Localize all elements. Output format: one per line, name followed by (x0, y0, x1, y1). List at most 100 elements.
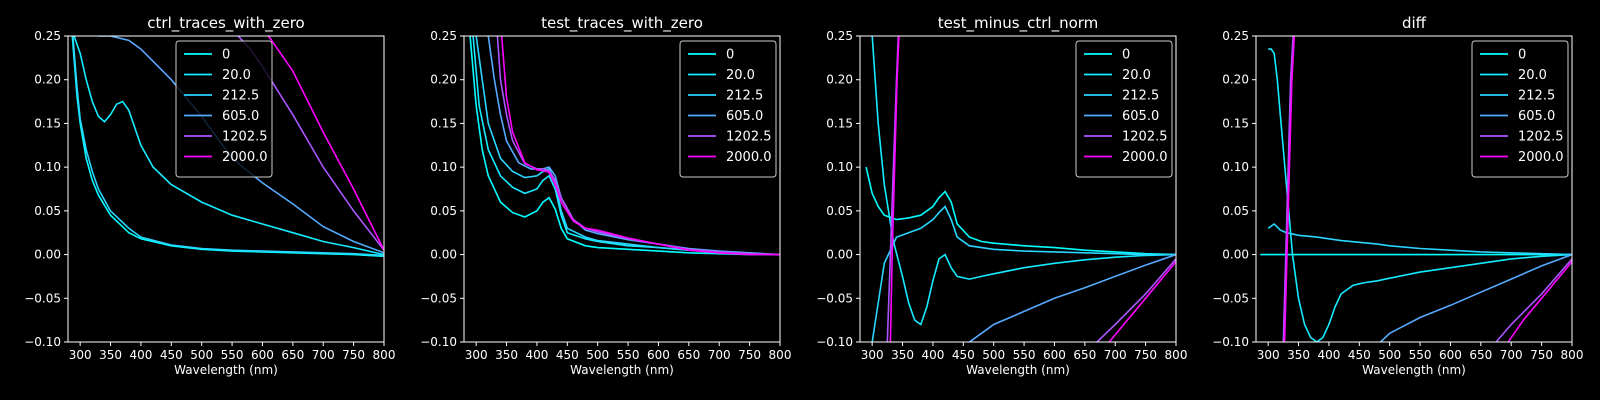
y-tick-label: 0.10 (430, 160, 457, 174)
x-tick-label: 600 (251, 348, 274, 362)
series-line-1202.5 (1495, 258, 1572, 342)
x-tick-label: 300 (69, 348, 92, 362)
y-tick-label: 0.15 (826, 116, 853, 130)
x-tick-label: 550 (1013, 348, 1036, 362)
series-line-212.5 (72, 36, 384, 257)
y-tick-label: −0.10 (24, 335, 61, 349)
chart-panel-2: test_minus_ctrl_norm 300 350 400 450 500 550 60… (816, 14, 1187, 377)
chart-title: ctrl_traces_with_zero (147, 14, 304, 33)
x-tick-label: 600 (647, 348, 670, 362)
y-tick-label: −0.05 (420, 291, 457, 305)
legend-entry: 1202.5 (726, 130, 772, 145)
chart-panel-3: diff 300 350 400 450 500 550 600 650 700 750 800 0.2… (1212, 14, 1583, 377)
legend-entry: 605.0 (222, 109, 259, 124)
x-tick-label: 650 (1073, 348, 1096, 362)
y-tick-label: 0.20 (826, 73, 853, 87)
x-tick-label: 300 (465, 348, 488, 362)
x-tick-label: 300 (1257, 348, 1280, 362)
legend-entry: 2000.0 (222, 150, 268, 165)
x-tick-label: 500 (982, 348, 1005, 362)
x-tick-label: 350 (99, 348, 122, 362)
x-tick-label: 550 (617, 348, 640, 362)
x-tick-label: 800 (373, 348, 396, 362)
legend-entry: 212.5 (222, 89, 259, 104)
x-axis-label: Wavelength (nm) (966, 363, 1070, 377)
x-tick-label: 400 (525, 348, 548, 362)
legend-entry: 0 (1122, 48, 1130, 63)
plot-frame (67, 35, 385, 343)
y-tick-label: 0.15 (1222, 116, 1249, 130)
x-tick-label: 700 (1104, 348, 1127, 362)
x-tick-label: 300 (861, 348, 884, 362)
x-tick-label: 600 (1043, 348, 1066, 362)
y-tick-label: 0.10 (826, 160, 853, 174)
series-line-2000.0 (1507, 261, 1572, 342)
x-tick-label: 800 (1561, 348, 1584, 362)
plot-frame (859, 35, 1177, 343)
x-axis-label: Wavelength (nm) (570, 363, 674, 377)
y-tick-label: 0.00 (826, 248, 853, 262)
y-tick-label: −0.10 (1212, 335, 1249, 349)
y-tick-label: 0.10 (1222, 160, 1249, 174)
series-line-2000.0 (1108, 261, 1176, 342)
y-tick-label: 0.20 (1222, 73, 1249, 87)
x-tick-label: 550 (1409, 348, 1432, 362)
chart-title: test_minus_ctrl_norm (938, 14, 1099, 33)
chart-title: diff (1402, 14, 1427, 32)
x-tick-label: 450 (160, 348, 183, 362)
x-tick-label: 450 (556, 348, 579, 362)
legend: 0 20.0 212.5 605.0 1202.5 2000.0 (1471, 40, 1569, 178)
x-tick-label: 400 (921, 348, 944, 362)
y-tick-label: −0.05 (816, 291, 853, 305)
legend: 0 20.0 212.5 605.0 1202.5 2000.0 (1075, 40, 1173, 178)
legend-entry: 2000.0 (1122, 150, 1168, 165)
legend: 0 20.0 212.5 605.0 1202.5 2000.0 (679, 40, 777, 178)
x-tick-label: 400 (1317, 348, 1340, 362)
x-tick-label: 650 (677, 348, 700, 362)
y-tick-label: 0.20 (34, 73, 61, 87)
legend-entry: 0 (726, 48, 734, 63)
series-line-0 (469, 36, 780, 256)
legend-entry: 20.0 (1122, 68, 1151, 83)
x-tick-label: 700 (1500, 348, 1523, 362)
y-tick-label: 0.00 (430, 248, 457, 262)
legend-entry: 1202.5 (1518, 130, 1564, 145)
legend-entry: 212.5 (1518, 89, 1555, 104)
series-line-2000.0 (500, 36, 780, 256)
x-axis-label: Wavelength (nm) (1362, 363, 1466, 377)
y-tick-label: 0.05 (430, 204, 457, 218)
y-tick-label: −0.05 (24, 291, 61, 305)
series-line-20.0 (1268, 48, 1572, 342)
legend-entry: 605.0 (1518, 109, 1555, 124)
y-tick-label: 0.00 (34, 248, 61, 262)
x-tick-label: 550 (221, 348, 244, 362)
legend-entry: 0 (222, 48, 230, 63)
series-line-0 (865, 166, 1176, 256)
legend-entry: 20.0 (222, 68, 251, 83)
x-axis-label: Wavelength (nm) (174, 363, 278, 377)
plot-frame (1255, 35, 1573, 343)
legend-entry: 20.0 (1518, 68, 1547, 83)
plot-frame (463, 35, 781, 343)
x-tick-label: 750 (738, 348, 761, 362)
y-tick-label: −0.10 (816, 335, 853, 349)
series-line-605.0 (1380, 253, 1572, 342)
legend-entry: 212.5 (1122, 89, 1159, 104)
x-tick-label: 800 (1165, 348, 1188, 362)
y-tick-label: 0.20 (430, 73, 457, 87)
x-tick-label: 700 (708, 348, 731, 362)
y-tick-label: 0.25 (826, 29, 853, 43)
series-line-1202.5 (1282, 36, 1294, 342)
series-line-20.0 (73, 36, 384, 256)
y-tick-label: 0.15 (430, 116, 457, 130)
chart-title: test_traces_with_zero (541, 14, 703, 33)
y-tick-label: 0.10 (34, 160, 61, 174)
x-tick-label: 350 (1287, 348, 1310, 362)
x-tick-label: 750 (342, 348, 365, 362)
x-tick-label: 600 (1439, 348, 1462, 362)
x-tick-label: 700 (312, 348, 335, 362)
x-tick-label: 450 (952, 348, 975, 362)
legend-entry: 605.0 (1122, 109, 1159, 124)
x-tick-label: 350 (891, 348, 914, 362)
